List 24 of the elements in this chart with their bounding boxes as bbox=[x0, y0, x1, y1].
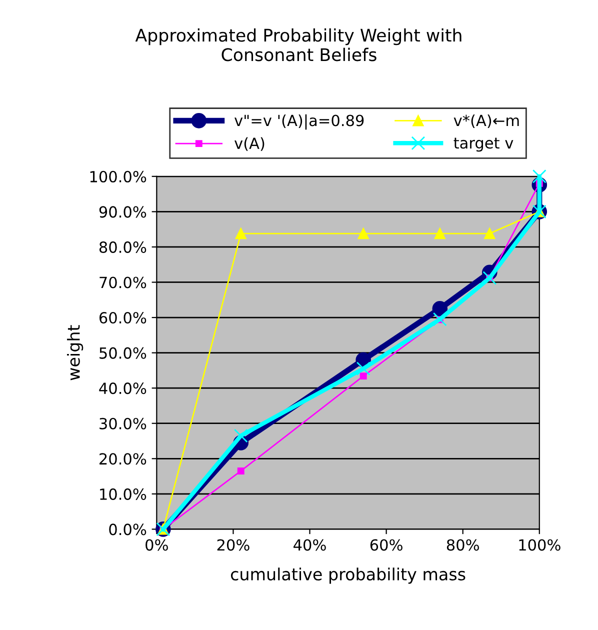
y-tick-label: 50.0% bbox=[100, 347, 146, 359]
x-tick-label: 40% bbox=[294, 539, 326, 551]
y-tick-label: 20.0% bbox=[100, 453, 146, 465]
y-tick-label: 90.0% bbox=[99, 206, 146, 218]
y-tick-label: 0.0% bbox=[109, 524, 146, 536]
legend-label: v"=v '(A)|a=0.89 bbox=[234, 114, 364, 130]
legend-label: v*(A)←m bbox=[454, 114, 519, 128]
y-tick-label: 70.0% bbox=[100, 276, 146, 288]
x-axis-title: cumulative probability mass bbox=[230, 568, 466, 584]
x-tick-label: 0% bbox=[146, 539, 168, 551]
y-axis-title: weight bbox=[67, 325, 84, 380]
y-tick-label: 80.0% bbox=[99, 241, 146, 253]
y-tick-label: 30.0% bbox=[100, 418, 146, 430]
x-tick-label: 100% bbox=[519, 539, 560, 551]
y-tick-label: 40.0% bbox=[99, 382, 146, 394]
x-tick-label: 60% bbox=[370, 539, 402, 551]
y-tick-label: 100.0% bbox=[90, 170, 146, 182]
x-tick-label: 20% bbox=[217, 539, 250, 551]
y-tick-label: 10.0% bbox=[100, 488, 146, 500]
y-tick-label: 60.0% bbox=[99, 312, 146, 324]
chart-title: Approximated Probability Weight with Consonant Beliefs bbox=[135, 28, 462, 62]
legend-label: target v bbox=[454, 138, 514, 152]
x-tick-label: 80% bbox=[446, 539, 479, 551]
legend-label: v(A) bbox=[234, 137, 264, 151]
